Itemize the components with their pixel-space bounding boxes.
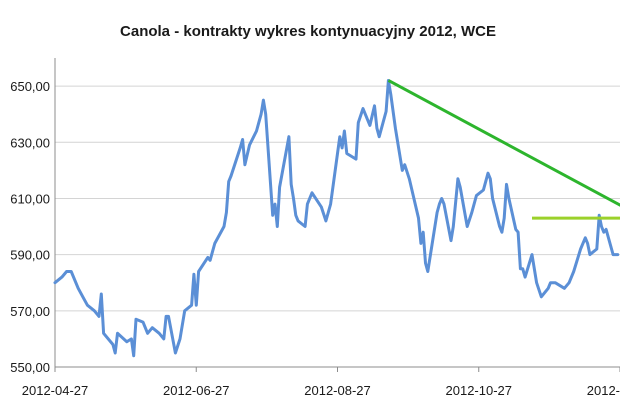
- x-tick-label: 2012-12-27: [587, 383, 620, 398]
- y-tick-label: 650,00: [10, 79, 50, 94]
- y-tick-label: 590,00: [10, 248, 50, 263]
- x-tick-label: 2012-06-27: [163, 383, 230, 398]
- price-series-line: [53, 79, 620, 358]
- x-tick-label: 2012-08-27: [304, 383, 371, 398]
- grid-lines: [54, 58, 620, 368]
- y-tick-label: 570,00: [10, 304, 50, 319]
- x-tick-labels: 2012-04-27 2012-06-27 2012-08-27 2012-10-27…: [22, 367, 620, 398]
- y-tick-label: 610,00: [10, 191, 50, 206]
- y-tick-label: 630,00: [10, 135, 50, 150]
- trendline: [387, 79, 620, 207]
- y-tick-label: 550,00: [10, 360, 50, 375]
- annotation-layer: [387, 79, 620, 220]
- x-tick-label: 2012-10-27: [446, 383, 513, 398]
- x-tick-label: 2012-04-27: [22, 383, 89, 398]
- series-layer: [53, 79, 620, 358]
- chart-title: Canola - kontrakty wykres kontynuacyjny …: [120, 23, 496, 40]
- y-tick-labels: 550,00 570,00 590,00 610,00 630,00 650,00: [10, 79, 50, 375]
